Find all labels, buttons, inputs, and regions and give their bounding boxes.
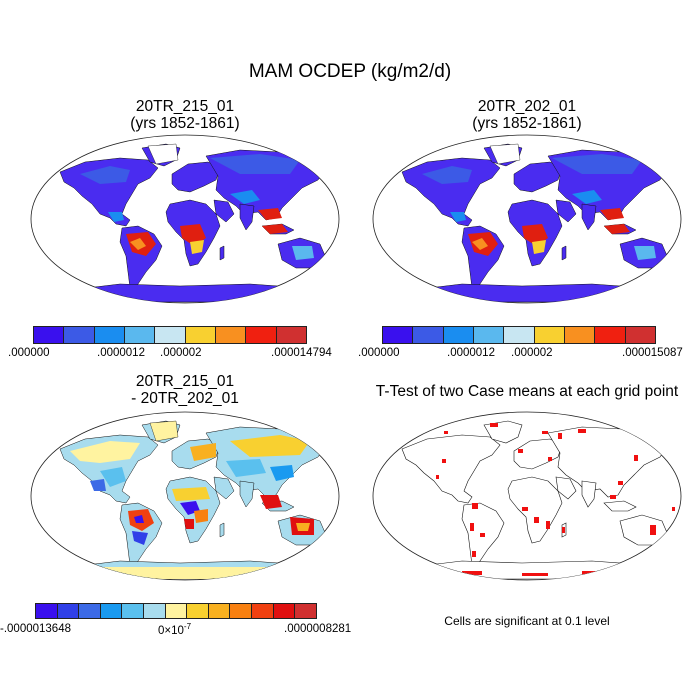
colorbar-tick-label: .000002	[511, 347, 553, 359]
panel-title-line1: 20TR_215_01	[135, 373, 235, 390]
colorbar-cell	[122, 604, 145, 618]
colorbar-tick-label: .0000012	[447, 347, 495, 359]
panel-title-line2: - 20TR_202_01	[131, 390, 239, 407]
colorbar-cell	[295, 604, 316, 618]
figure-title: MAM OCDEP (kg/m2/d)	[248, 61, 452, 82]
colorbar-cell	[100, 604, 123, 618]
colorbar-cell	[443, 327, 474, 343]
colorbar-cell	[230, 604, 253, 618]
colorbar-tick-label: .0000008281	[284, 623, 352, 635]
colorbar-cell	[564, 327, 596, 343]
colorbar-tick-label: .000014794	[271, 347, 332, 359]
colorbar-cell	[165, 604, 188, 618]
map-ttest	[372, 411, 682, 581]
colorbar-cell	[64, 327, 95, 343]
map-case-215	[30, 134, 340, 304]
colorbar-cell	[252, 604, 274, 618]
colorbar-tick-label: .000002	[160, 347, 202, 359]
colorbar-cell	[34, 327, 65, 343]
colorbar-cell	[534, 327, 565, 343]
colorbar-cell	[504, 327, 535, 343]
colorbar-cell	[595, 327, 626, 343]
colorbar-cell	[273, 604, 296, 618]
colorbar-tick-label: .000000	[8, 347, 50, 359]
colorbar-cell	[625, 327, 655, 343]
colorbar-cell	[276, 327, 306, 343]
colorbar-cell	[383, 327, 414, 343]
colorbar-tick-label: -.0000013648	[0, 623, 71, 635]
colorbar-case-202	[382, 326, 656, 344]
colorbar-cell	[144, 604, 166, 618]
colorbar-difference	[35, 603, 317, 619]
colorbar-cell	[94, 327, 125, 343]
colorbar-tick-label: .0000012	[97, 347, 145, 359]
colorbar-mid-base: 0×10	[158, 624, 184, 637]
colorbar-cell	[124, 327, 156, 343]
colorbar-cell	[215, 327, 247, 343]
panel-title-line1: 20TR_215_01	[135, 98, 235, 115]
colorbar-cell	[57, 604, 80, 618]
colorbar-case-215	[33, 326, 307, 344]
colorbar-cell	[79, 604, 101, 618]
map-difference	[30, 411, 340, 581]
ttest-title: T-Test of two Case means at each grid po…	[375, 383, 679, 400]
panel-title-line2: (yrs 1852-1861)	[130, 115, 240, 132]
map-case-202	[372, 134, 682, 304]
colorbar-cell	[36, 604, 58, 618]
colorbar-mid-exponent: -7	[183, 622, 192, 631]
colorbar-cell	[185, 327, 216, 343]
colorbar-cell	[155, 327, 186, 343]
significance-note: Cells are significant at 0.1 level	[444, 614, 610, 628]
colorbar-cell	[246, 327, 277, 343]
colorbar-cell	[413, 327, 444, 343]
colorbar-tick-label: .000015087	[622, 347, 683, 359]
colorbar-cell	[187, 604, 209, 618]
panel-title-line1: 20TR_202_01	[477, 98, 577, 115]
panel-title-line2: (yrs 1852-1861)	[472, 115, 582, 132]
colorbar-tick-label: .000000	[358, 347, 400, 359]
colorbar-cell	[473, 327, 505, 343]
colorbar-cell	[208, 604, 231, 618]
colorbar-tick-label: 0×10-7	[158, 622, 191, 637]
